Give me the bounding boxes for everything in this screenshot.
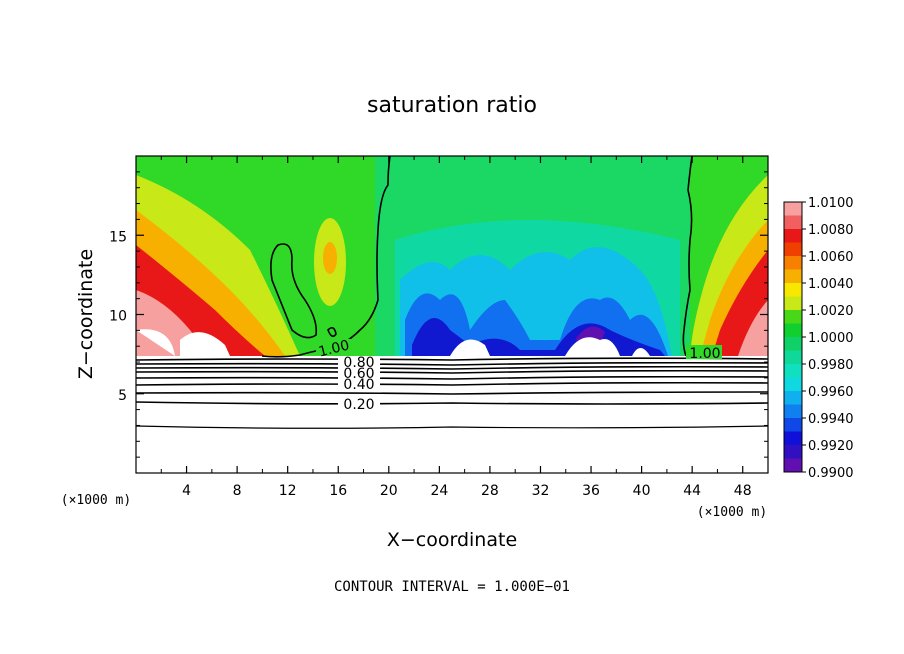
colorbar-swatch bbox=[784, 431, 802, 446]
colorbar-swatch bbox=[784, 229, 802, 243]
x-tick-label: 40 bbox=[633, 483, 651, 499]
contour-1p00-right bbox=[682, 156, 693, 357]
field-white-lower bbox=[136, 356, 768, 473]
contour-interval-note: CONTOUR INTERVAL = 1.000E−01 bbox=[334, 579, 570, 595]
x-tick-label: 8 bbox=[233, 483, 242, 499]
field-white-bumps bbox=[136, 329, 650, 356]
x-unit-right: (×1000 m) bbox=[697, 505, 767, 520]
colorbar-swatch bbox=[784, 215, 802, 230]
x-tick-label: 36 bbox=[582, 483, 600, 499]
colorbar-label: 0.9900 bbox=[808, 466, 854, 481]
colorbar-label: 1.0080 bbox=[808, 223, 854, 238]
colorbar-swatch bbox=[784, 202, 802, 216]
colorbar-swatch bbox=[784, 377, 802, 392]
x-axis-label: X−coordinate bbox=[387, 529, 517, 551]
contour-label-1p00-left: 1.00 bbox=[317, 337, 351, 360]
contour-label-0p40: 0.40 bbox=[343, 377, 374, 393]
contour-0p60 bbox=[136, 369, 768, 374]
x-tick-label: 32 bbox=[532, 483, 550, 499]
x-tick-label: 48 bbox=[734, 483, 752, 499]
contour-0p50 bbox=[136, 375, 768, 380]
colorbar-swatch bbox=[784, 283, 802, 297]
x-tick-label: 28 bbox=[481, 483, 499, 499]
colorbar: 1.0100 1.0080 1.0060 1.0040 1.0020 1.0000 0.99… bbox=[783, 196, 854, 481]
colorbar-swatch bbox=[784, 418, 802, 432]
y-tick-label: 15 bbox=[109, 229, 127, 245]
contour-0p90 bbox=[136, 357, 768, 361]
contour-1p00-loop bbox=[270, 243, 318, 339]
y-axis: 5 10 15 bbox=[109, 171, 768, 458]
colorbar-label: 0.9920 bbox=[808, 439, 854, 454]
colorbar-swatch bbox=[784, 337, 802, 351]
colorbar-swatch bbox=[784, 310, 802, 324]
colorbar-label: 1.0060 bbox=[808, 250, 854, 265]
colorbar-swatch bbox=[784, 350, 802, 365]
colorbar-label: 1.0000 bbox=[808, 331, 854, 346]
colorbar-label: 1.0100 bbox=[808, 196, 854, 211]
x-tick-label: 12 bbox=[279, 483, 297, 499]
contour-0p40 bbox=[136, 381, 768, 386]
contour-lines bbox=[136, 156, 768, 429]
y-axis-label: Z−coordinate bbox=[75, 249, 97, 379]
x-unit-left: (×1000 m) bbox=[61, 493, 131, 508]
contour-0p80 bbox=[136, 361, 768, 366]
colorbar-swatch bbox=[784, 445, 802, 459]
colorbar-label: 1.0020 bbox=[808, 304, 854, 319]
contour-0p30 bbox=[136, 391, 768, 395]
colorbar-label: 0.9980 bbox=[808, 358, 854, 373]
y-tick-label: 5 bbox=[118, 388, 127, 404]
plot-area bbox=[136, 156, 768, 473]
colorbar-swatch bbox=[784, 391, 802, 405]
colorbar-label: 0.9960 bbox=[808, 385, 854, 400]
x-axis: 4 8 12 16 20 24 28 32 36 40 44 48 bbox=[160, 156, 752, 499]
contour-label-0p20: 0.20 bbox=[343, 397, 374, 413]
x-tick-label: 44 bbox=[683, 483, 701, 499]
contour-0p70 bbox=[136, 365, 768, 370]
x-tick-label: 16 bbox=[329, 483, 347, 499]
chart-title: saturation ratio bbox=[367, 93, 537, 118]
field-orange-blob bbox=[323, 242, 337, 274]
contour-labels: 1.00 1.00 0.80 0.60 0.40 0.20 bbox=[316, 337, 722, 413]
colorbar-swatch bbox=[784, 269, 802, 284]
colorbar-swatch bbox=[784, 256, 802, 270]
contour-0p20 bbox=[136, 401, 768, 405]
contour-0p10 bbox=[136, 425, 768, 429]
colorbar-label: 0.9940 bbox=[808, 412, 854, 427]
colorbar-swatch bbox=[784, 364, 802, 378]
colorbar-swatch bbox=[784, 404, 802, 419]
contour-label-1p00-right: 1.00 bbox=[689, 346, 720, 362]
contour-1p00-small bbox=[327, 326, 337, 338]
colorbar-swatch bbox=[784, 323, 802, 338]
colorbar-swatch bbox=[784, 458, 802, 473]
x-tick-label: 20 bbox=[380, 483, 398, 499]
y-tick-label: 10 bbox=[109, 309, 127, 325]
x-tick-label: 4 bbox=[182, 483, 191, 499]
contour-1p00-left bbox=[261, 156, 391, 358]
x-tick-label: 24 bbox=[430, 483, 448, 499]
colorbar-label: 1.0040 bbox=[808, 277, 854, 292]
colorbar-swatch bbox=[784, 296, 802, 311]
colorbar-swatch bbox=[784, 242, 802, 257]
